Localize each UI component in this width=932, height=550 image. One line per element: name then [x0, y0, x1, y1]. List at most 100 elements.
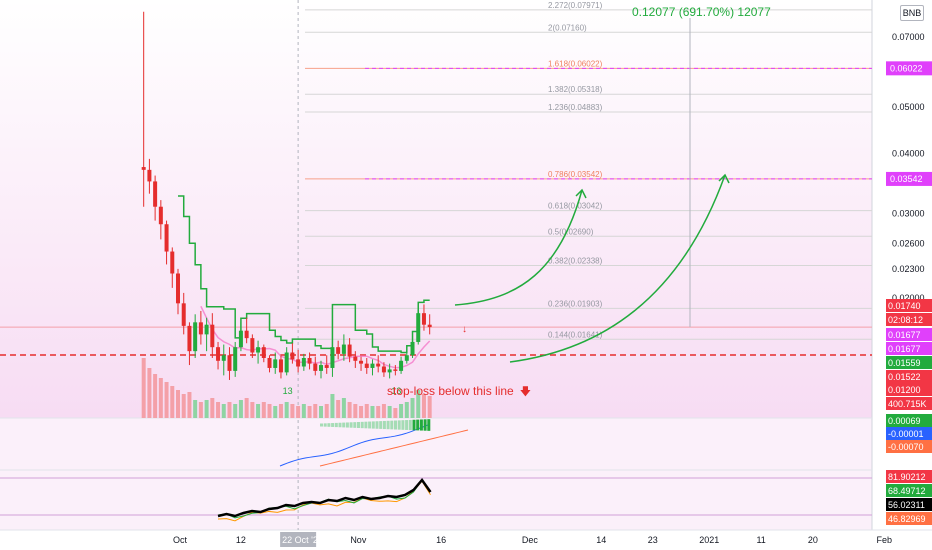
candle-body [250, 338, 255, 353]
rsi-tag-text: 68.49712 [888, 486, 926, 496]
price-axis-tick: 0.05000 [892, 102, 925, 112]
price-tag-text: 0.01522 [888, 372, 921, 382]
price-tag-text: 0.06022 [890, 63, 923, 73]
volume-bar [176, 390, 180, 418]
fib-level-label: 0.618(0.03042) [548, 202, 603, 211]
volume-bar [244, 398, 249, 418]
macd-histogram-bar [386, 420, 390, 430]
volume-bar [376, 406, 381, 418]
macd-histogram-bar [353, 422, 357, 428]
fib-level-label: 0.5(0.02690) [548, 227, 594, 236]
candle-body [278, 359, 283, 373]
fib-level-label: 0.144(0.01641) [548, 330, 603, 339]
projection-arrow [454, 189, 583, 306]
price-axis-background [872, 0, 932, 550]
candle-body [364, 363, 369, 368]
macd-histogram-bar [423, 419, 427, 431]
volume-bar [256, 404, 261, 418]
price-tag-text: 0.01200 [888, 385, 921, 395]
currency-button[interactable]: BNB [900, 5, 924, 21]
price-tag-text: 0.01559 [888, 358, 921, 368]
volume-bar [147, 368, 152, 418]
volume-bar [296, 406, 301, 418]
volume-bar [399, 404, 404, 418]
rsi-tag-text: 81.90212 [888, 472, 926, 482]
price-tag-text: 0.01677 [888, 330, 921, 340]
time-axis-label: 20 [808, 535, 818, 545]
candle-body [261, 347, 266, 358]
candle-body [341, 344, 346, 354]
fib-level-label: 2.272(0.07971) [548, 1, 603, 10]
volume-bar [250, 402, 255, 418]
candle-body [216, 347, 221, 361]
rsi-tag-bg [886, 484, 932, 497]
macd-pane-background [0, 418, 872, 470]
macd-histogram-bar [394, 420, 397, 430]
volume-bar [261, 402, 266, 418]
candle-body [221, 355, 226, 361]
volume-bar [393, 408, 398, 418]
td-count-label: 13 [391, 386, 401, 396]
price-tag-bg [886, 313, 932, 326]
macd-histogram-bar [397, 420, 401, 430]
time-axis-label: 14 [596, 535, 606, 545]
price-axis-tick: 0.02000 [892, 293, 925, 303]
candle-body [193, 322, 198, 352]
candle-body [198, 322, 203, 335]
price-tag-text: 0.01740 [888, 301, 921, 311]
volume-bar [227, 402, 232, 418]
macd-histogram-bar [401, 420, 405, 430]
candle-body [330, 347, 335, 368]
candle-body [147, 169, 152, 182]
volume-bar [370, 406, 375, 418]
volume-bar [273, 406, 278, 418]
volume-bar [410, 398, 415, 418]
candle-body [141, 167, 146, 170]
volume-bar [221, 404, 226, 418]
time-axis-label: Feb [877, 535, 893, 545]
projection-arrow [509, 174, 726, 363]
volume-bar [301, 404, 306, 418]
volume-bar [336, 400, 341, 418]
volume-bar [198, 402, 203, 418]
candle-body [256, 347, 261, 353]
candle-body [153, 181, 158, 207]
price-tag-text: 0.01677 [888, 344, 921, 354]
macd-histogram-bar [364, 421, 368, 429]
macd-histogram-bar [419, 419, 423, 431]
candle-body [347, 344, 352, 357]
volume-bar [216, 402, 221, 418]
volume-bar [267, 404, 272, 418]
time-axis-label: 16 [436, 535, 446, 545]
volume-bar [421, 394, 426, 418]
macd-histogram-bar [371, 421, 375, 429]
volume-bar [187, 392, 192, 418]
volume-bar [181, 394, 186, 418]
volume-bar [353, 404, 358, 418]
candle-body [301, 357, 306, 367]
macd-tag-bg [886, 414, 932, 427]
candle-body [290, 352, 295, 360]
macd-histogram-bar [382, 420, 386, 430]
price-tag-bg [886, 383, 932, 396]
volume-bar [238, 400, 243, 418]
volume-bar [307, 406, 312, 418]
volume-bar [341, 398, 346, 418]
red-down-arrow-icon: ↓ [462, 324, 467, 335]
volume-bar [359, 406, 364, 418]
candle-body [244, 330, 249, 339]
fib-level-label: 0.236(0.01903) [548, 299, 603, 308]
candle-body [227, 355, 232, 371]
candle-body [376, 363, 381, 367]
macd-tag-text: 0.00069 [888, 416, 921, 426]
candle-body [307, 357, 312, 364]
macd-histogram-bar [427, 419, 431, 431]
time-axis-label: 22 Oct '20 [282, 535, 323, 545]
volume-bar [319, 406, 323, 418]
candle-body [370, 363, 375, 368]
candle-body [238, 330, 243, 348]
macd-signal-line [319, 429, 469, 467]
candle-body [319, 365, 323, 371]
